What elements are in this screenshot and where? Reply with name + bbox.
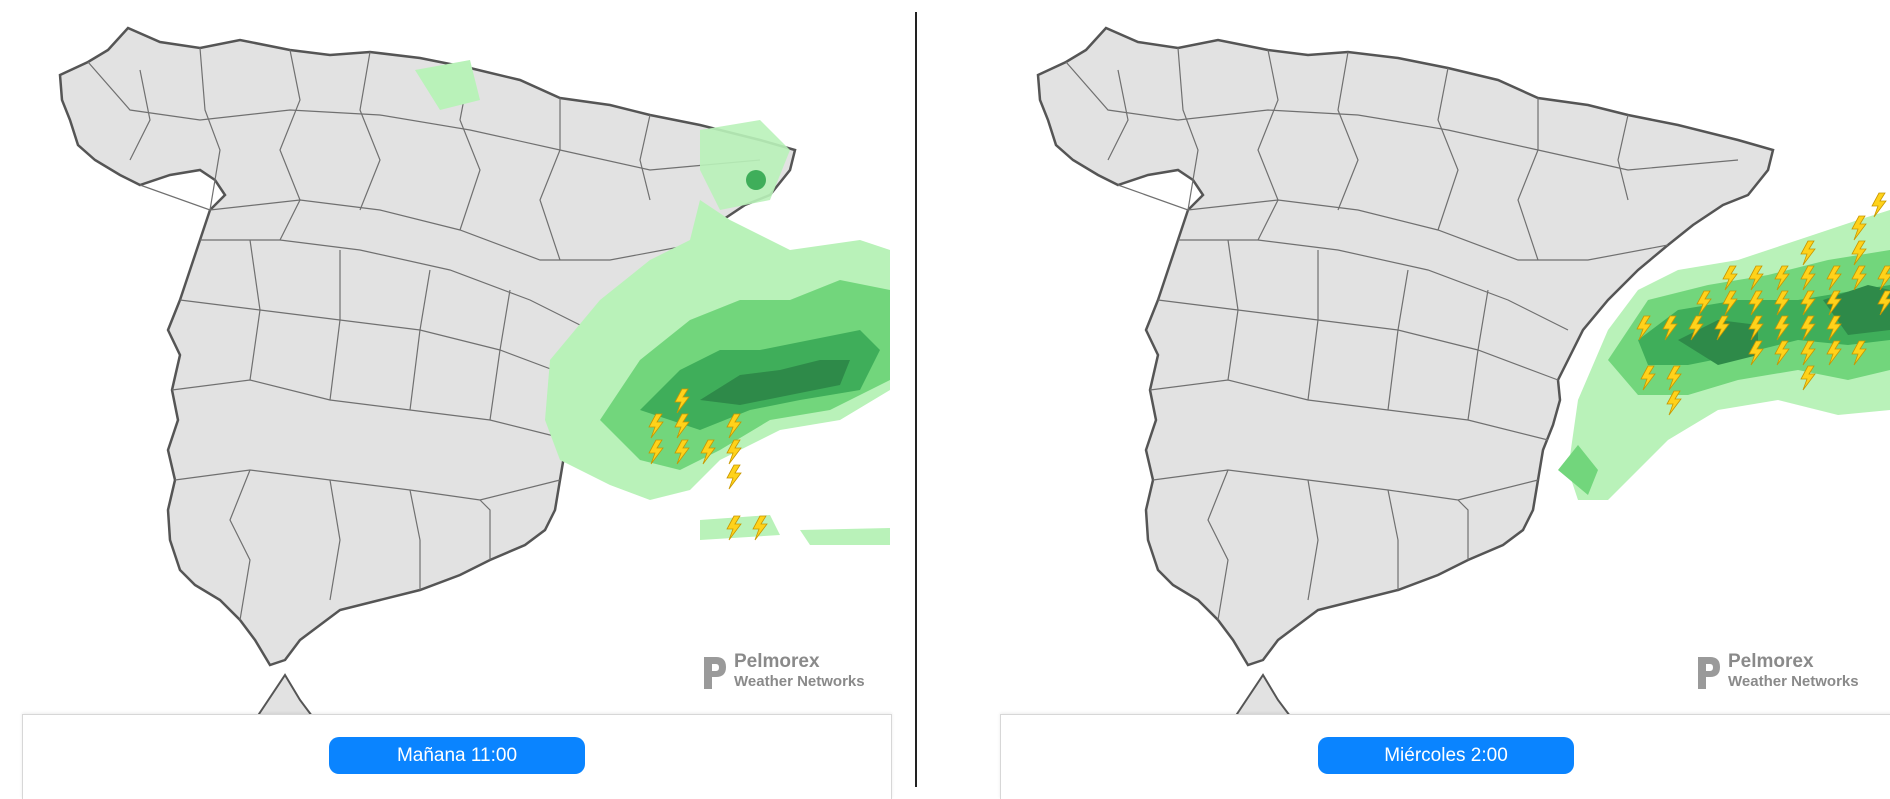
- brand-name: Pelmorex: [734, 651, 820, 672]
- lightning-group: [648, 388, 768, 541]
- province-borders: [87, 47, 761, 621]
- brand-subtitle: Weather Networks: [1728, 673, 1859, 690]
- lightning-icon: [674, 388, 690, 414]
- lightning-icon: [674, 413, 690, 439]
- lightning-icon: [726, 439, 742, 465]
- precipitation-layer: [415, 60, 890, 545]
- brand-subtitle: Weather Networks: [734, 673, 865, 690]
- lightning-icon: [1774, 265, 1790, 291]
- lightning-icon: [1851, 265, 1867, 291]
- lightning-icon: [1748, 265, 1764, 291]
- lightning-icon: [1826, 340, 1842, 366]
- map-panel-left: Pelmorex Weather Networks Mañana 11:00: [0, 0, 912, 799]
- lightning-icon: [1851, 215, 1867, 241]
- lightning-icon: [726, 413, 742, 439]
- lightning-icon: [1800, 365, 1816, 391]
- precipitation-layer: [1558, 210, 1890, 500]
- lightning-icon: [1688, 315, 1704, 341]
- lightning-icon: [1826, 290, 1842, 316]
- brand-name: Pelmorex: [1728, 651, 1814, 672]
- lightning-icon: [1748, 290, 1764, 316]
- lightning-icon: [1774, 290, 1790, 316]
- iberia-map-right: [1036, 26, 1890, 761]
- lightning-icon: [1877, 290, 1890, 316]
- lightning-icon: [648, 413, 664, 439]
- time-caption-bar: Miércoles 2:00: [1000, 714, 1890, 799]
- lightning-icon: [1696, 290, 1712, 316]
- lightning-group: [1636, 192, 1890, 416]
- lightning-icon: [726, 515, 742, 541]
- lightning-icon: [1826, 315, 1842, 341]
- lightning-icon: [700, 439, 716, 465]
- pelmorex-logo-icon: [1698, 657, 1720, 689]
- lightning-icon: [1800, 315, 1816, 341]
- lightning-icon: [1748, 340, 1764, 366]
- lightning-icon: [1714, 315, 1730, 341]
- lightning-icon: [1636, 315, 1652, 341]
- lightning-icon: [1774, 340, 1790, 366]
- lightning-icon: [1800, 240, 1816, 266]
- lightning-icon: [1748, 315, 1764, 341]
- province-borders: [1065, 47, 1739, 621]
- lightning-icon: [1666, 365, 1682, 391]
- lightning-icon: [1851, 340, 1867, 366]
- lightning-icon: [1851, 240, 1867, 266]
- time-button[interactable]: Mañana 11:00: [329, 737, 585, 774]
- panel-divider: [915, 12, 917, 787]
- lightning-icon: [1774, 315, 1790, 341]
- lightning-icon: [1826, 265, 1842, 291]
- lightning-icon: [1800, 340, 1816, 366]
- lightning-icon: [1877, 265, 1890, 291]
- lightning-icon: [1800, 290, 1816, 316]
- time-caption-bar: Mañana 11:00: [22, 714, 892, 799]
- pelmorex-logo-icon: [704, 657, 726, 689]
- lightning-icon: [1662, 315, 1678, 341]
- lightning-icon: [1722, 265, 1738, 291]
- lightning-icon: [726, 464, 742, 490]
- lightning-icon: [1666, 390, 1682, 416]
- lightning-icon: [648, 439, 664, 465]
- lightning-icon: [1871, 192, 1887, 218]
- time-button[interactable]: Miércoles 2:00: [1318, 737, 1574, 774]
- lightning-icon: [1640, 365, 1656, 391]
- lightning-icon: [674, 439, 690, 465]
- map-panel-right: Pelmorex Weather Networks Miércoles 2:00: [978, 0, 1890, 799]
- lightning-icon: [1800, 265, 1816, 291]
- lightning-icon: [1722, 290, 1738, 316]
- lightning-icon: [752, 515, 768, 541]
